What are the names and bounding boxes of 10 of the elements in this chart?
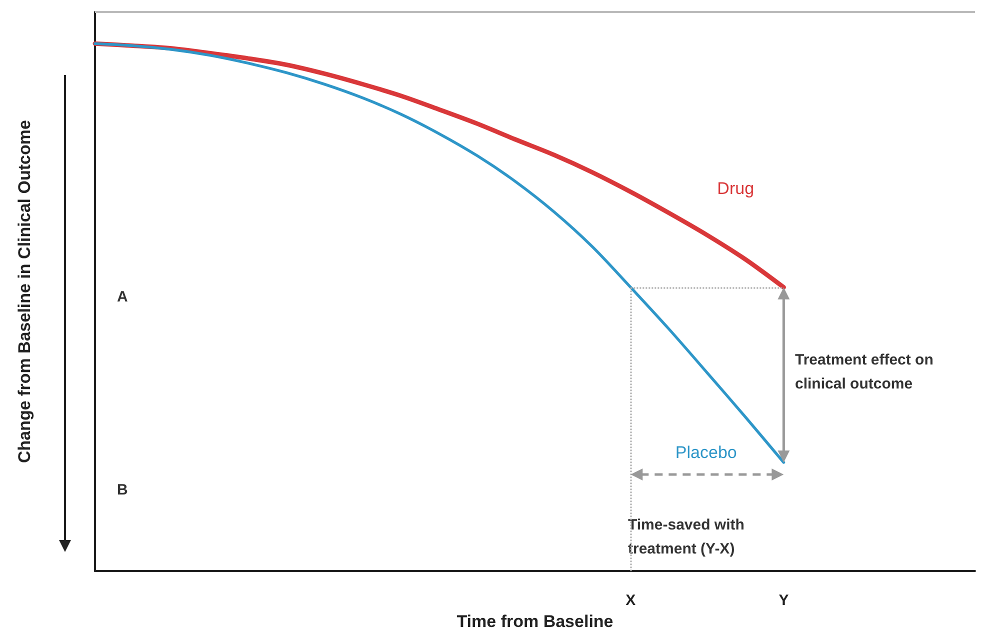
annotation: B (117, 482, 128, 498)
series-label: Placebo (675, 443, 737, 462)
x-axis-title: Time from Baseline (456, 612, 614, 631)
y-axis-title: Change from Baseline in Clinical Outcome (15, 120, 34, 464)
x-tick-label: Y (778, 592, 789, 610)
text: Drug (717, 179, 754, 198)
annotation: Time-saved with treatment (Y-X) (628, 516, 749, 558)
x-tick-label: X (626, 592, 636, 610)
annotation: Treatment effect on clinical outcome (795, 352, 938, 392)
annotation: A (117, 288, 128, 306)
